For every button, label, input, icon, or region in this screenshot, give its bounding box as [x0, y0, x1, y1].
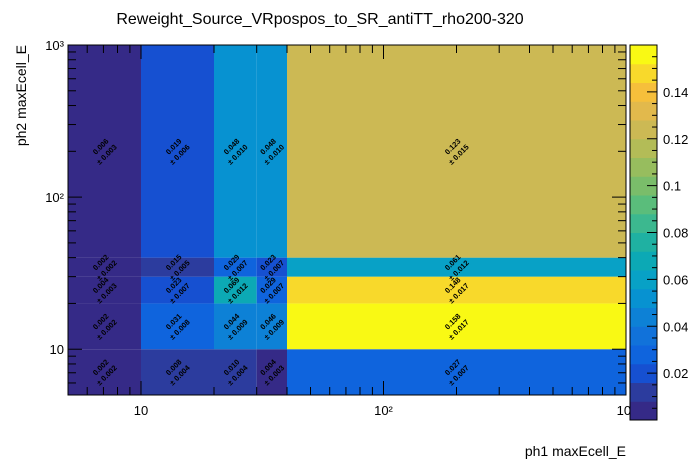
color-scale-swatch [630, 382, 657, 402]
color-scale-label: 0.14 [663, 85, 688, 100]
heatmap-cell [140, 303, 214, 350]
heatmap-cell [286, 276, 626, 304]
color-scale-swatch [630, 326, 657, 346]
color-scale-swatch [630, 345, 657, 365]
heatmap-cell [140, 257, 214, 277]
y-tick-label: 10 [50, 342, 64, 357]
heatmap-cell [213, 276, 257, 304]
color-scale-swatch [630, 307, 657, 327]
heatmap-cell [68, 276, 141, 304]
x-tick-label: 10 [134, 403, 148, 418]
heatmap-cell [256, 303, 287, 350]
color-scale-swatch [630, 213, 657, 233]
color-scale-label: 0.02 [663, 366, 688, 381]
heatmap-cell [286, 45, 626, 258]
heatmap-cells [68, 45, 626, 395]
color-scale-swatch [630, 101, 657, 121]
heatmap-cell [213, 349, 257, 395]
heatmap-cell [256, 45, 287, 258]
color-scale-label: 0.12 [663, 132, 688, 147]
chart-title: Reweight_Source_VRpospos_to_SR_antiTT_rh… [116, 11, 523, 28]
color-scale-swatch [630, 157, 657, 177]
plot-frame [67, 44, 627, 396]
heatmap-cell [286, 303, 626, 350]
color-scale-bar: 0.02 0.04 0.06 0.08 0.1 0.12 0.14 [629, 44, 688, 421]
x-axis-label: ph1 maxEcell_E [525, 443, 626, 459]
color-scale-swatch [630, 63, 657, 83]
color-scale-swatch [630, 288, 657, 308]
color-scale-swatch [630, 176, 657, 196]
heatmap-cell [68, 45, 141, 258]
color-scale-swatch [630, 120, 657, 140]
color-scale-swatch [630, 232, 657, 252]
y-tick-label: 10³ [45, 38, 64, 53]
heatmap-cell [140, 276, 214, 304]
heatmap-cell [68, 349, 141, 395]
heatmap-cell [68, 303, 141, 350]
color-scale-swatch [630, 363, 657, 383]
color-scale-swatch [630, 45, 657, 65]
x-tick-label: 10² [374, 403, 393, 418]
color-scale-swatch [630, 82, 657, 102]
color-scale-label: 0.08 [663, 226, 688, 241]
heatmap-cell [68, 257, 141, 277]
heatmap-cell [140, 45, 214, 258]
color-scale-label: 0.06 [663, 272, 688, 287]
heatmap-cell [286, 257, 626, 277]
color-scale-swatch [630, 138, 657, 158]
heatmap-cell [256, 257, 287, 277]
heatmap-cell [213, 45, 257, 258]
y-axis-label: ph2 maxEcell_E [13, 45, 29, 146]
heatmap-cell [213, 303, 257, 350]
heatmap-cell [213, 257, 257, 277]
color-scale-swatch [630, 251, 657, 271]
heatmap-cell [256, 349, 287, 395]
color-scale-swatch [630, 195, 657, 215]
heatmap-cell [256, 276, 287, 304]
color-scale-label: 0.04 [663, 319, 688, 334]
heatmap-cell [140, 349, 214, 395]
y-tick-label: 10² [45, 190, 64, 205]
color-scale-swatch [630, 270, 657, 290]
color-scale-swatch [630, 401, 657, 421]
color-scale-label: 0.1 [663, 179, 681, 194]
